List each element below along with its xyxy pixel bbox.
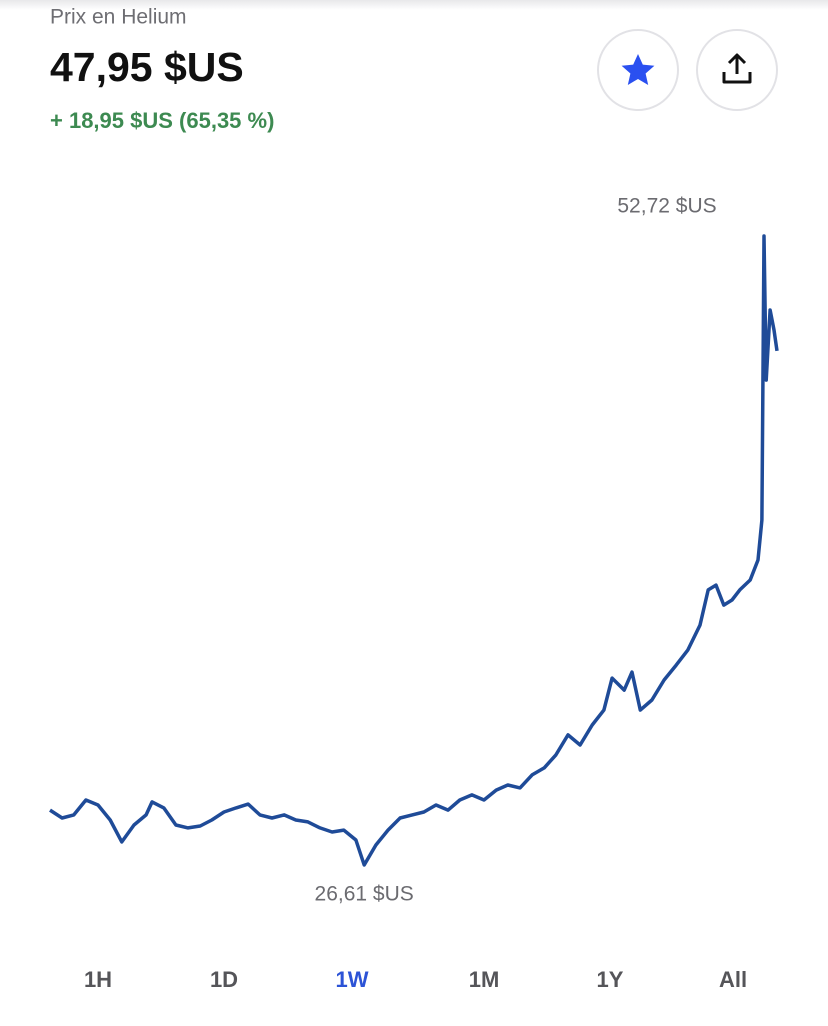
extreme-label: 52,72 $US — [617, 195, 716, 218]
price: 47,95 $US — [50, 44, 244, 90]
range-tab[interactable]: All — [719, 967, 747, 992]
range-tab[interactable]: 1H — [84, 967, 112, 992]
change: + 18,95 $US (65,35 %) — [50, 108, 274, 133]
range-tabs: 1H 1D 1W 1M 1Y All — [84, 967, 747, 992]
range-tab[interactable]: 1M — [469, 967, 500, 992]
star-icon — [621, 54, 655, 85]
share-icon — [722, 53, 752, 84]
price-line — [49, 234, 779, 867]
range-tab[interactable]: 1W — [336, 967, 369, 992]
chart: 52,72 $US 26,61 $US — [49, 195, 779, 906]
range-tab[interactable]: 1Y — [597, 967, 624, 992]
top-shadow — [0, 0, 828, 10]
title: Prix en Helium — [50, 6, 187, 29]
favorite-button[interactable] — [597, 29, 679, 111]
range-tab[interactable]: 1D — [210, 967, 238, 992]
extreme-label: 26,61 $US — [315, 883, 414, 906]
share-button[interactable] — [696, 29, 778, 111]
